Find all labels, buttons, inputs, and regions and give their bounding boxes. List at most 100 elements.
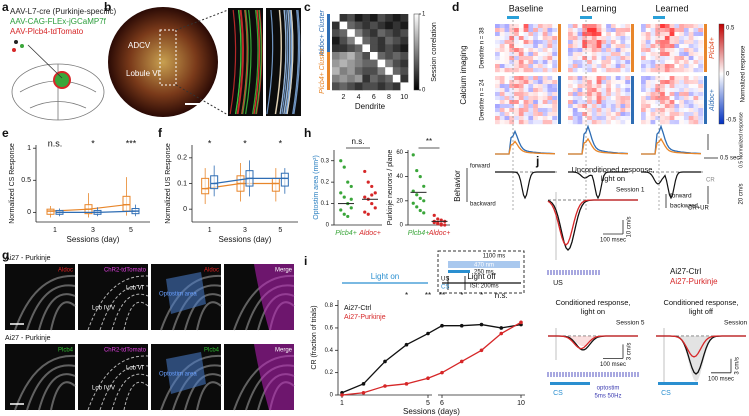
heatmap-cell (392, 14, 401, 22)
heatmap-cell (688, 96, 694, 101)
heatmap-cell (518, 120, 524, 125)
heatmap-cell (354, 59, 363, 68)
heatmap-cell (660, 96, 666, 101)
heatmap-cell (509, 48, 515, 53)
heatmap-cell (499, 92, 505, 97)
significance-label: * (405, 291, 408, 300)
heatmap-cell (582, 48, 588, 53)
optostim-region (166, 352, 206, 394)
heatmap-cell (625, 60, 631, 65)
region-label: Lob IV/V (92, 306, 115, 312)
heatmap-cell (683, 64, 689, 69)
heatmap-cell (615, 100, 621, 105)
heatmap-cell (650, 40, 656, 45)
heatmap-cell (679, 28, 685, 33)
heatmap-cell (537, 68, 543, 73)
heatmap-cell (669, 76, 675, 81)
heatmap-cell (620, 80, 626, 85)
heatmap-cell (620, 108, 626, 113)
heatmap-cell (591, 56, 597, 61)
heatmap-cell (587, 36, 593, 41)
section-label: Calcium imaging (459, 45, 468, 104)
significance-label: *** (126, 138, 137, 148)
x-axis-label: Sessions (day) (219, 235, 272, 244)
heatmap-cell (674, 112, 680, 117)
heatmap-cell (693, 40, 699, 45)
heatmap-cell (537, 56, 543, 61)
heatmap-cell (688, 112, 694, 117)
heatmap-cell (577, 116, 583, 121)
cluster-label: Aldoc+ (709, 89, 716, 112)
x-tick-label: 2 (341, 94, 345, 101)
inset-label: 470 nm (474, 263, 494, 269)
heatmap-cell (660, 88, 666, 93)
heatmap-cell (339, 82, 348, 91)
heatmap-cell (552, 60, 558, 65)
heatmap-cell (693, 44, 699, 49)
heatmap-cell (674, 92, 680, 97)
heatmap-cell (547, 28, 553, 33)
fiber (229, 9, 237, 115)
heatmap-cell (547, 68, 553, 73)
heatmap-cell (587, 116, 593, 121)
heatmap-cell (582, 96, 588, 101)
fiber (284, 9, 292, 115)
scale-label: 20 cm/s (739, 183, 745, 204)
x-tick-label: 5 (278, 227, 282, 234)
heatmap-cell (650, 120, 656, 125)
heatmap-cell (683, 88, 689, 93)
heatmap-cell (332, 52, 340, 60)
stim-label: CS (661, 390, 671, 397)
colorbar-tick-label: 1 (422, 12, 426, 18)
heatmap-cell (641, 64, 646, 69)
heatmap-cell (523, 116, 529, 121)
heatmap-cell (533, 108, 539, 113)
heatmap-cell (615, 36, 621, 41)
heatmap-cell (664, 68, 670, 73)
merge-region (254, 344, 294, 410)
heatmap-cell (698, 112, 704, 117)
heatmap-cell (674, 40, 680, 45)
heatmap-cell (392, 82, 401, 91)
heatmap-cell (698, 76, 704, 81)
point (418, 196, 422, 200)
micrograph (78, 264, 148, 330)
heatmap-cell (533, 56, 539, 61)
heatmap-cell (669, 80, 675, 85)
heatmap-cell (645, 40, 651, 45)
heatmap-cell (655, 112, 661, 117)
heatmap-cell (572, 92, 578, 97)
box (201, 177, 210, 195)
box (271, 177, 280, 192)
heatmap-cell (693, 84, 699, 89)
heatmap-cell (606, 28, 612, 33)
heatmap-cell (509, 32, 515, 37)
heatmap-cell (645, 100, 651, 105)
heatmap-cell (400, 74, 409, 83)
heatmap-cell (683, 104, 689, 109)
heatmap-cell (587, 40, 593, 45)
heatmap-cell (542, 28, 548, 33)
channel-label: Plcb4 (58, 348, 74, 354)
heatmap-cell (552, 24, 558, 29)
tissue-fold (14, 354, 76, 411)
heatmap-cell (660, 112, 666, 117)
heatmap-cell (606, 40, 612, 45)
heatmap-cell (552, 56, 558, 61)
response-trace (656, 335, 746, 358)
heatmap-cell (615, 96, 621, 101)
point (346, 180, 350, 184)
response-trace (548, 335, 638, 350)
heatmap-cell (674, 68, 680, 73)
heatmap-cell (664, 104, 670, 109)
stim-bar (507, 16, 519, 19)
heatmap-cell (664, 36, 670, 41)
heatmap-cell (698, 40, 704, 45)
heatmap-cell (523, 44, 529, 49)
heatmap-cell (572, 56, 578, 61)
heatmap-cell (645, 92, 651, 97)
heatmap-cell (669, 28, 675, 33)
heatmap-cell (518, 32, 524, 37)
heatmap-cell (698, 108, 704, 113)
